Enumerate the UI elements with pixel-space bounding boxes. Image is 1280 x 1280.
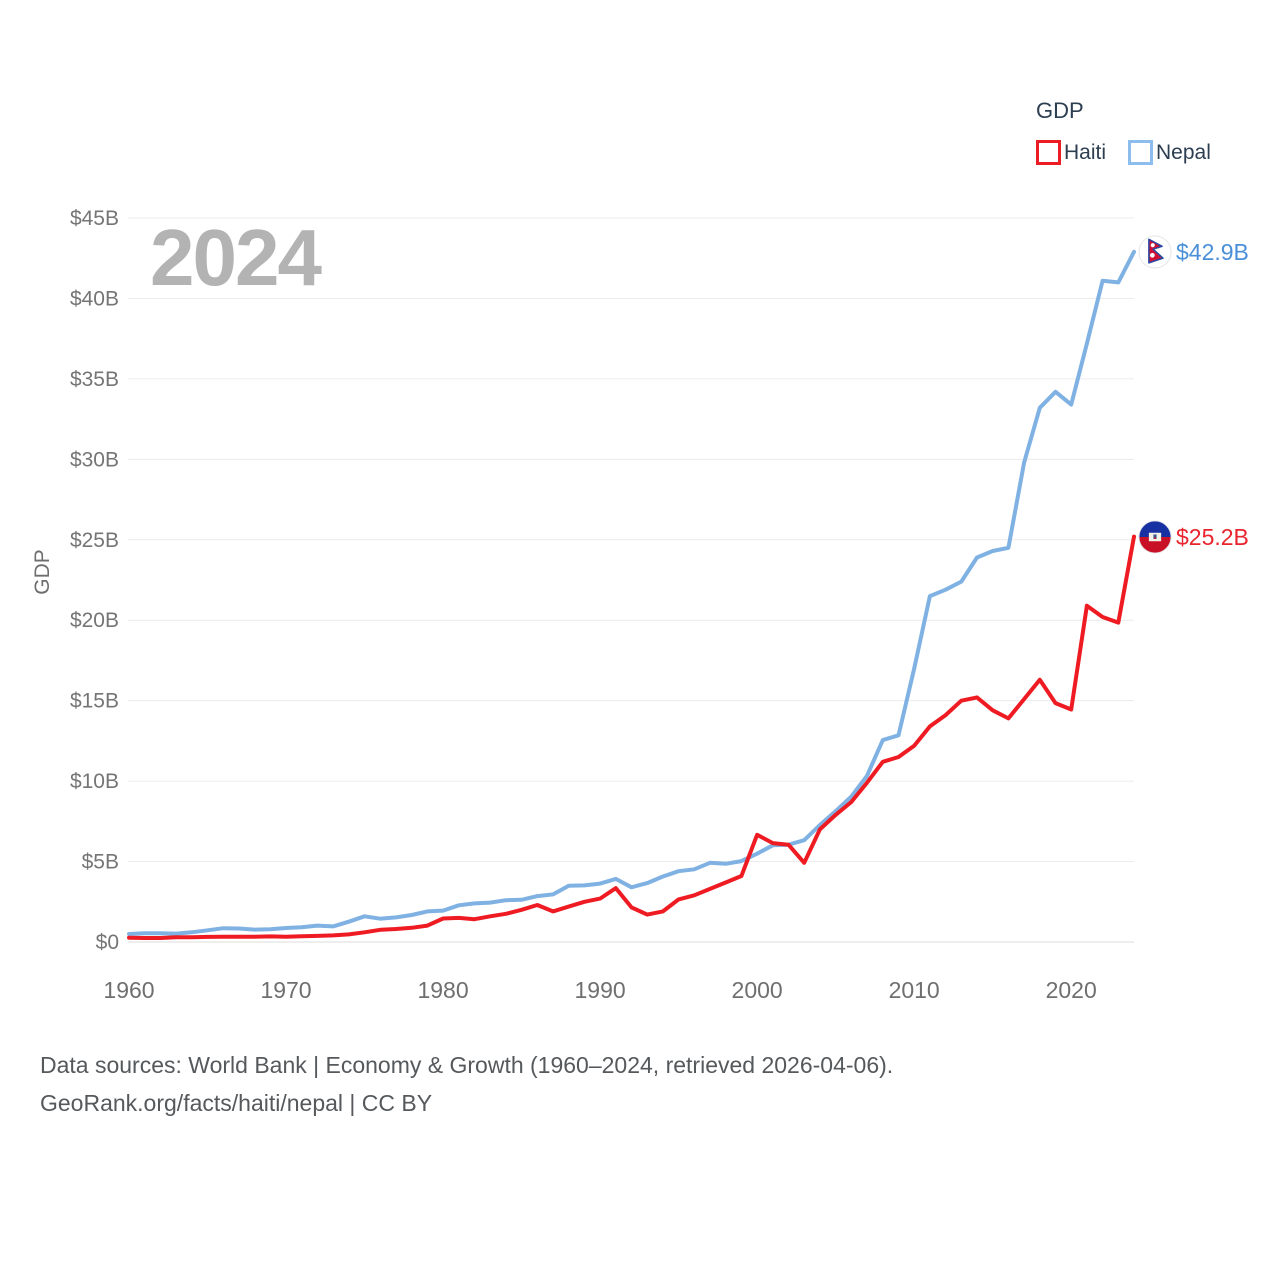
legend: GDP Haiti Nepal bbox=[1036, 98, 1211, 165]
y-tick-label: $0 bbox=[96, 931, 119, 954]
y-tick-label: $15B bbox=[70, 690, 119, 713]
gdp-line-chart: $0 $5B $10B $15B $20B $25B $30B $35B $40B $45B 196… bbox=[70, 207, 1136, 1003]
legend-label-haiti: Haiti bbox=[1064, 140, 1107, 164]
footer-line-2: GeoRank.org/facts/haiti/nepal | CC BY bbox=[40, 1090, 433, 1116]
nepal-flag-icon bbox=[1138, 235, 1172, 269]
series-line-haiti bbox=[127, 534, 1136, 940]
haiti-end-value-label: $25.2B bbox=[1176, 524, 1249, 550]
y-tick-label: $20B bbox=[70, 609, 119, 632]
year-watermark: 2024 bbox=[150, 213, 322, 302]
haiti-series-swatch bbox=[1036, 140, 1061, 165]
y-tick-label: $30B bbox=[70, 448, 119, 471]
y-tick-label: $25B bbox=[70, 529, 119, 552]
legend-item-nepal[interactable]: Nepal bbox=[1128, 140, 1211, 165]
x-tick-label: 2000 bbox=[732, 977, 783, 1003]
legend-title: GDP bbox=[1036, 98, 1084, 123]
x-tick-label: 2020 bbox=[1046, 977, 1097, 1003]
nepal-end-value-label: $42.9B bbox=[1176, 239, 1249, 265]
y-axis-title: GDP bbox=[31, 549, 54, 595]
x-tick-label: 1980 bbox=[417, 977, 468, 1003]
x-tick-label: 1960 bbox=[103, 977, 154, 1003]
y-tick-label: $35B bbox=[70, 368, 119, 391]
x-tick-label: 1970 bbox=[260, 977, 311, 1003]
data-source-footer: Data sources: World Bank | Economy & Gro… bbox=[40, 1046, 893, 1122]
legend-items: Haiti Nepal bbox=[1036, 140, 1211, 165]
haiti-flag-icon bbox=[1138, 520, 1172, 554]
y-tick-label: $5B bbox=[82, 851, 119, 874]
x-tick-label: 1990 bbox=[575, 977, 626, 1003]
legend-item-haiti[interactable]: Haiti bbox=[1036, 140, 1106, 165]
x-tick-label: 2010 bbox=[889, 977, 940, 1003]
y-tick-label: $40B bbox=[70, 287, 119, 310]
footer-line-1: Data sources: World Bank | Economy & Gro… bbox=[40, 1052, 894, 1078]
y-tick-label: $45B bbox=[70, 207, 119, 230]
legend-label-nepal: Nepal bbox=[1156, 140, 1211, 164]
series-line-nepal bbox=[127, 249, 1136, 936]
y-tick-label: $10B bbox=[70, 770, 119, 793]
nepal-series-swatch bbox=[1128, 140, 1154, 165]
